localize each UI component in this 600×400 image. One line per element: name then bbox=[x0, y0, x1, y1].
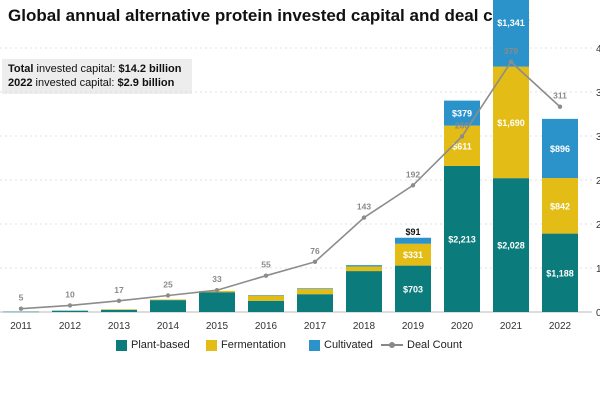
right-axis-tick-label: 2 bbox=[596, 176, 600, 187]
bar-segment-plant-based bbox=[493, 178, 529, 312]
bar-label-cultivated: $1,341 bbox=[497, 18, 525, 28]
deal-count-label: 76 bbox=[310, 246, 320, 256]
right-axis-tick-label: 0 bbox=[596, 308, 600, 319]
x-tick-label: 2015 bbox=[206, 321, 229, 332]
legend-plant-based: Plant-based bbox=[116, 339, 190, 351]
bar-label-cultivated: $379 bbox=[452, 109, 472, 119]
bar-segment-fermentation bbox=[101, 309, 137, 310]
deal-count-label: 192 bbox=[406, 169, 420, 179]
deal-count-point bbox=[263, 273, 269, 278]
legend-deal-count: Deal Count bbox=[381, 339, 462, 351]
x-tick-label: 2014 bbox=[157, 321, 180, 332]
bar-segment-plant-based bbox=[297, 294, 333, 312]
bar-segment-cultivated bbox=[395, 237, 431, 244]
deal-count-point bbox=[557, 104, 563, 109]
deal-count-point bbox=[312, 259, 318, 265]
deal-count-label: 25 bbox=[163, 280, 173, 290]
deal-count-label: 266 bbox=[455, 120, 469, 130]
deal-count-label: 17 bbox=[114, 285, 124, 295]
bar-segment-plant-based bbox=[3, 311, 39, 313]
summary-2022: 2022 invested capital: $2.9 billion bbox=[8, 77, 175, 89]
summary-box: Total invested capital: $14.2 billion 20… bbox=[2, 59, 192, 94]
bar-segment-plant-based bbox=[395, 265, 431, 312]
deal-count-label: 10 bbox=[65, 289, 75, 299]
summary-total: Total invested capital: $14.2 billion bbox=[8, 63, 182, 75]
right-axis-tick-label: 2 bbox=[596, 220, 600, 231]
right-axis-tick-label: 1 bbox=[596, 264, 600, 275]
bar-segment-plant-based bbox=[444, 165, 480, 312]
bar-segment-cultivated bbox=[542, 118, 578, 179]
deal-count-point bbox=[116, 298, 122, 303]
x-tick-label: 2021 bbox=[500, 321, 523, 332]
x-tick-label: 2012 bbox=[59, 321, 82, 332]
bar-segment-plant-based bbox=[101, 309, 137, 312]
bar-segment-plant-based bbox=[346, 271, 382, 312]
x-tick-label: 2016 bbox=[255, 321, 278, 332]
bar-label-fermentation: $842 bbox=[550, 201, 570, 211]
deal-count-label: 311 bbox=[553, 91, 567, 101]
bar-segment-fermentation bbox=[150, 299, 186, 301]
bar-segment-plant-based bbox=[199, 292, 235, 312]
bar-segment-cultivated bbox=[493, 0, 529, 67]
bar-segment-cultivated bbox=[297, 288, 333, 289]
bar-segment-plant-based bbox=[542, 233, 578, 312]
bar-segment-fermentation bbox=[297, 288, 333, 295]
legend-cultivated: Cultivated bbox=[309, 339, 373, 351]
bar-label-plant-based: $2,028 bbox=[497, 241, 525, 251]
x-tick-label: 2018 bbox=[353, 321, 376, 332]
deal-count-line bbox=[20, 60, 561, 310]
bar-segment-fermentation bbox=[395, 243, 431, 266]
right-axis-tick-label: 3 bbox=[596, 132, 600, 143]
deal-count-label: 5 bbox=[19, 293, 24, 303]
legend-swatch-fermentation bbox=[206, 339, 217, 351]
bar-label-plant-based: $2,213 bbox=[448, 234, 476, 244]
bar-label-cultivated: $91 bbox=[405, 227, 420, 237]
deal-count-point bbox=[459, 134, 465, 139]
chart-title: Global annual alternative protein invest… bbox=[8, 6, 530, 25]
x-tick-label: 2019 bbox=[402, 321, 425, 332]
x-tick-label: 2017 bbox=[304, 321, 327, 332]
deal-count-point bbox=[67, 303, 73, 308]
deal-count-label: 379 bbox=[504, 46, 518, 56]
bar-label-plant-based: $703 bbox=[403, 284, 423, 294]
deal-count-label: 143 bbox=[357, 202, 371, 212]
right-axis-tick-label: 4 bbox=[596, 44, 600, 55]
deal-count-label: 55 bbox=[261, 260, 271, 270]
legend-line-icon bbox=[381, 342, 403, 348]
bar-segment-fermentation bbox=[346, 266, 382, 272]
deal-count-point bbox=[18, 306, 24, 311]
bar-label-plant-based: $1,188 bbox=[546, 268, 574, 278]
x-tick-label: 2013 bbox=[108, 321, 131, 332]
x-tick-label: 2020 bbox=[451, 321, 474, 332]
bar-segment-fermentation bbox=[444, 125, 480, 166]
bar-segment-fermentation bbox=[493, 66, 529, 179]
deal-count-point bbox=[508, 59, 514, 65]
deal-count-point bbox=[410, 183, 416, 188]
bar-label-fermentation: $611 bbox=[452, 141, 472, 151]
x-tick-label: 2011 bbox=[10, 321, 32, 332]
deal-count-point bbox=[165, 293, 171, 298]
x-tick-label: 2022 bbox=[549, 321, 572, 332]
deal-count-point bbox=[214, 288, 220, 293]
legend: Plant-based Fermentation Cultivated Deal… bbox=[0, 339, 600, 355]
bar-segment-fermentation bbox=[248, 295, 284, 301]
legend-swatch-cultivated bbox=[309, 339, 320, 351]
bar-label-fermentation: $331 bbox=[403, 250, 423, 260]
bar-segment-cultivated bbox=[444, 100, 480, 126]
bar-label-fermentation: $1,690 bbox=[497, 118, 525, 128]
bar-segment-plant-based bbox=[150, 300, 186, 312]
right-axis-tick-label: 3 bbox=[596, 88, 600, 99]
bar-segment-plant-based bbox=[248, 300, 284, 312]
deal-count-point bbox=[361, 215, 367, 220]
legend-swatch-plant bbox=[116, 339, 127, 351]
bar-segment-cultivated bbox=[248, 295, 284, 296]
deal-count-label: 33 bbox=[212, 274, 222, 284]
bar-segment-plant-based bbox=[52, 310, 88, 312]
bar-label-cultivated: $896 bbox=[550, 144, 570, 154]
bar-segment-cultivated bbox=[346, 265, 382, 267]
bar-segment-fermentation bbox=[542, 178, 578, 234]
legend-fermentation: Fermentation bbox=[206, 339, 286, 351]
